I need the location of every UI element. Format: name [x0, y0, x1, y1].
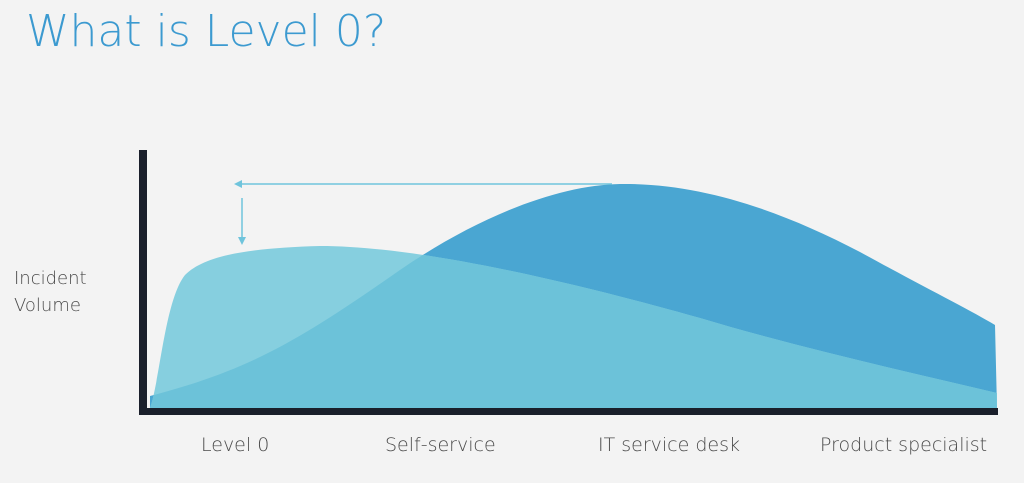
x-category-self-service: Self-service — [385, 434, 496, 456]
shift-left-arrowhead-icon — [234, 180, 242, 188]
x-category-level-0: Level 0 — [201, 434, 270, 456]
x-category-it-service-desk: IT service desk — [598, 434, 740, 456]
shift-down-arrowhead-icon — [238, 237, 246, 245]
y-axis-label: Incident Volume — [14, 265, 87, 319]
y-axis-line — [139, 150, 147, 415]
x-category-product-specialist: Product specialist — [820, 434, 988, 456]
y-axis-label-line1: Incident — [14, 268, 87, 289]
y-axis-label-line2: Volume — [14, 295, 81, 316]
slide-title: What is Level 0? — [26, 6, 387, 57]
overlap-area — [150, 246, 997, 408]
x-axis-line — [139, 408, 998, 415]
